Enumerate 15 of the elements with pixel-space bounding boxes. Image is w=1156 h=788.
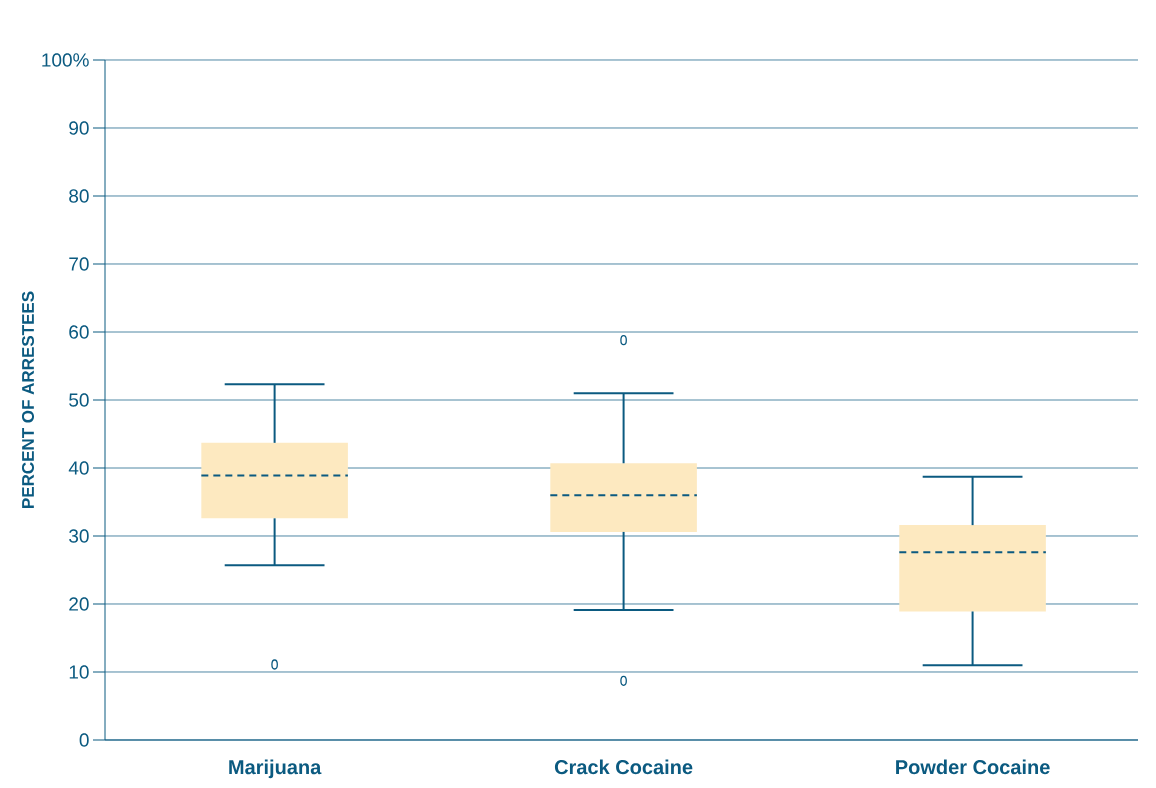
y-tick-label: 40 [68,461,89,475]
y-tick-label: 90 [69,121,89,135]
y-tick-label: 60 [69,325,89,339]
y-tick-label: 20 [69,597,89,611]
y-tick-label: 50 [69,393,89,407]
y-tick-label: 80 [69,189,89,203]
x-tick-label: Powder Cocaine [896,759,1050,775]
y-tick-label: 0 [79,733,89,747]
y-tick-label: 30 [69,529,89,543]
y-tick-label: 100% [42,53,89,67]
y-tick-label: 10 [69,665,89,679]
x-tick-label: Crack Cocaine [554,759,693,775]
x-tick-label: Marijuana [229,759,322,779]
y-tick-label: 70 [69,257,89,271]
y-axis-title: PERCENT OF ARRESTEES [21,291,35,508]
